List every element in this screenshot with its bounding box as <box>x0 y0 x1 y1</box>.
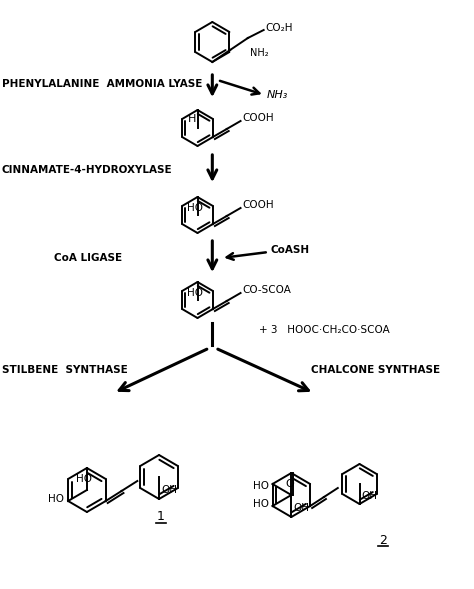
Text: 2: 2 <box>379 534 387 547</box>
Text: HO: HO <box>187 288 202 298</box>
Text: NH₂: NH₂ <box>250 48 268 58</box>
Text: CO₂H: CO₂H <box>265 23 293 33</box>
Text: HO: HO <box>253 499 269 509</box>
Text: HO: HO <box>76 474 92 484</box>
Text: HO: HO <box>48 494 64 504</box>
Text: STILBENE  SYNTHASE: STILBENE SYNTHASE <box>2 365 128 375</box>
Text: HO: HO <box>253 481 269 491</box>
Text: CHALCONE SYNTHASE: CHALCONE SYNTHASE <box>311 365 440 375</box>
Text: O: O <box>285 479 294 489</box>
Text: CO-SCOA: CO-SCOA <box>243 285 292 295</box>
Text: CoA LIGASE: CoA LIGASE <box>55 253 122 263</box>
Text: H: H <box>187 114 196 124</box>
Text: 1: 1 <box>157 511 165 524</box>
Text: HO: HO <box>187 203 202 213</box>
Text: COOH: COOH <box>243 200 274 210</box>
Text: COOH: COOH <box>243 113 274 123</box>
Text: OH: OH <box>161 485 177 495</box>
Text: + 3   HOOC·CH₂CO·SCOA: + 3 HOOC·CH₂CO·SCOA <box>259 325 390 335</box>
Text: PHENYLALANINE  AMMONIA LYASE: PHENYLALANINE AMMONIA LYASE <box>2 79 202 89</box>
Text: CoASH: CoASH <box>271 245 310 255</box>
Text: OH: OH <box>362 491 377 501</box>
Text: CINNAMATE-4-HYDROXYLASE: CINNAMATE-4-HYDROXYLASE <box>2 165 173 175</box>
Text: NH₃: NH₃ <box>267 90 288 100</box>
Text: OH: OH <box>293 503 310 513</box>
